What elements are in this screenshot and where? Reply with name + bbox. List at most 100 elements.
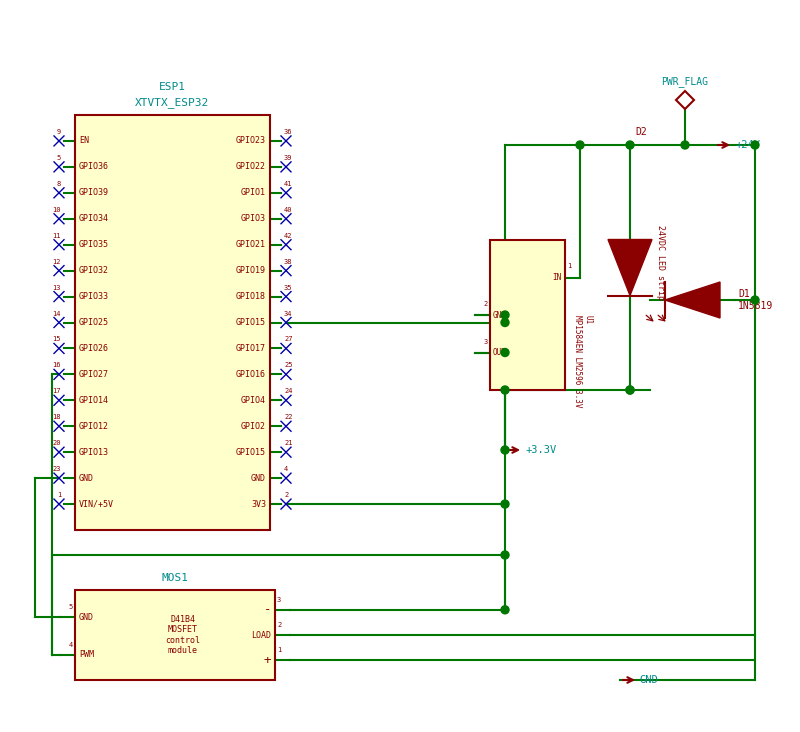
Text: +: + xyxy=(263,654,271,667)
Text: ESP1: ESP1 xyxy=(158,82,186,92)
Circle shape xyxy=(501,500,509,508)
Text: 24VDC LED strip: 24VDC LED strip xyxy=(655,225,665,300)
Text: GPIO39: GPIO39 xyxy=(79,188,109,198)
Text: 13: 13 xyxy=(53,285,61,291)
Text: 1: 1 xyxy=(567,264,571,269)
Circle shape xyxy=(576,141,584,149)
Circle shape xyxy=(751,296,759,304)
Text: EN: EN xyxy=(79,136,89,146)
Circle shape xyxy=(626,386,634,394)
Circle shape xyxy=(501,606,509,614)
Text: GPIO12: GPIO12 xyxy=(79,422,109,430)
Text: GPIO36: GPIO36 xyxy=(79,163,109,171)
Text: D1
1N5819: D1 1N5819 xyxy=(738,289,774,311)
Text: 21: 21 xyxy=(284,440,293,447)
Text: GND: GND xyxy=(251,474,266,482)
Text: D2: D2 xyxy=(635,127,646,137)
Text: 23: 23 xyxy=(53,466,61,472)
Text: GPIO4: GPIO4 xyxy=(241,396,266,405)
Text: GND: GND xyxy=(640,675,658,685)
Text: GPIO18: GPIO18 xyxy=(236,292,266,301)
Text: 41: 41 xyxy=(284,181,293,187)
Text: GPIO27: GPIO27 xyxy=(79,370,109,379)
Text: 15: 15 xyxy=(53,337,61,343)
Text: 40: 40 xyxy=(284,206,293,213)
Text: GND: GND xyxy=(79,613,94,621)
Text: 20: 20 xyxy=(53,440,61,447)
Text: GPIO33: GPIO33 xyxy=(79,292,109,301)
Text: 4: 4 xyxy=(69,642,73,648)
Text: 11: 11 xyxy=(53,233,61,239)
Text: +3.3V: +3.3V xyxy=(525,445,556,455)
Text: GPIO19: GPIO19 xyxy=(236,266,266,275)
Circle shape xyxy=(626,386,634,394)
Text: 14: 14 xyxy=(53,310,61,316)
Text: 34: 34 xyxy=(284,310,293,316)
Text: 5: 5 xyxy=(57,155,61,161)
Text: GPIO35: GPIO35 xyxy=(79,240,109,249)
Text: 3V3: 3V3 xyxy=(251,499,266,509)
Bar xyxy=(75,590,275,680)
Text: GPIO16: GPIO16 xyxy=(236,370,266,379)
Text: MOS1: MOS1 xyxy=(162,573,189,583)
Text: GPIO25: GPIO25 xyxy=(79,318,109,327)
Polygon shape xyxy=(608,239,652,296)
Polygon shape xyxy=(665,282,720,318)
Text: LOAD: LOAD xyxy=(251,630,271,640)
Text: GPIO32: GPIO32 xyxy=(79,266,109,275)
Text: GPIO17: GPIO17 xyxy=(236,344,266,353)
Text: 12: 12 xyxy=(53,258,61,265)
Circle shape xyxy=(626,141,634,149)
Bar xyxy=(490,240,565,390)
Text: GPIO2: GPIO2 xyxy=(241,422,266,430)
Text: GPIO23: GPIO23 xyxy=(236,136,266,146)
Text: 22: 22 xyxy=(284,414,293,420)
Text: 5: 5 xyxy=(69,604,73,610)
Text: 2: 2 xyxy=(484,301,488,307)
Text: GPIO15: GPIO15 xyxy=(236,318,266,327)
Text: 4: 4 xyxy=(284,466,288,472)
Circle shape xyxy=(501,318,509,326)
Text: GND: GND xyxy=(493,310,507,319)
Text: VIN/+5V: VIN/+5V xyxy=(79,499,114,509)
Text: 35: 35 xyxy=(284,285,293,291)
Text: GPIO22: GPIO22 xyxy=(236,163,266,171)
Text: GPIO14: GPIO14 xyxy=(79,396,109,405)
Text: -: - xyxy=(263,603,271,616)
Text: 42: 42 xyxy=(284,233,293,239)
Circle shape xyxy=(681,141,689,149)
Text: GPIO26: GPIO26 xyxy=(79,344,109,353)
Text: 27: 27 xyxy=(284,337,293,343)
Text: 38: 38 xyxy=(284,258,293,265)
Text: 3: 3 xyxy=(484,338,488,345)
Text: OUT: OUT xyxy=(493,348,507,357)
Text: GPIO21: GPIO21 xyxy=(236,240,266,249)
Text: 36: 36 xyxy=(284,129,293,135)
Text: 16: 16 xyxy=(53,362,61,368)
Text: 25: 25 xyxy=(284,362,293,368)
Text: GPIO1: GPIO1 xyxy=(241,188,266,198)
Text: GPIO15: GPIO15 xyxy=(236,448,266,457)
Text: 2: 2 xyxy=(284,492,288,498)
Text: IN: IN xyxy=(553,273,562,282)
Text: 3: 3 xyxy=(277,597,282,602)
Text: 8: 8 xyxy=(57,181,61,187)
Circle shape xyxy=(501,551,509,559)
Text: XTVTX_ESP32: XTVTX_ESP32 xyxy=(135,97,209,108)
Text: GPIO13: GPIO13 xyxy=(79,448,109,457)
Circle shape xyxy=(501,386,509,394)
Bar xyxy=(75,115,270,530)
Circle shape xyxy=(501,446,509,454)
Text: 1: 1 xyxy=(57,492,61,498)
Text: GPIO34: GPIO34 xyxy=(79,214,109,223)
Text: 39: 39 xyxy=(284,155,293,161)
Text: 24: 24 xyxy=(284,388,293,395)
Text: +24V: +24V xyxy=(735,140,760,150)
Text: 18: 18 xyxy=(53,414,61,420)
Circle shape xyxy=(751,141,759,149)
Text: U1
MP1584EN LM2596 3.3V: U1 MP1584EN LM2596 3.3V xyxy=(574,315,593,408)
Text: GPIO3: GPIO3 xyxy=(241,214,266,223)
Text: 1: 1 xyxy=(277,647,282,653)
Text: 10: 10 xyxy=(53,206,61,213)
Circle shape xyxy=(501,348,509,356)
